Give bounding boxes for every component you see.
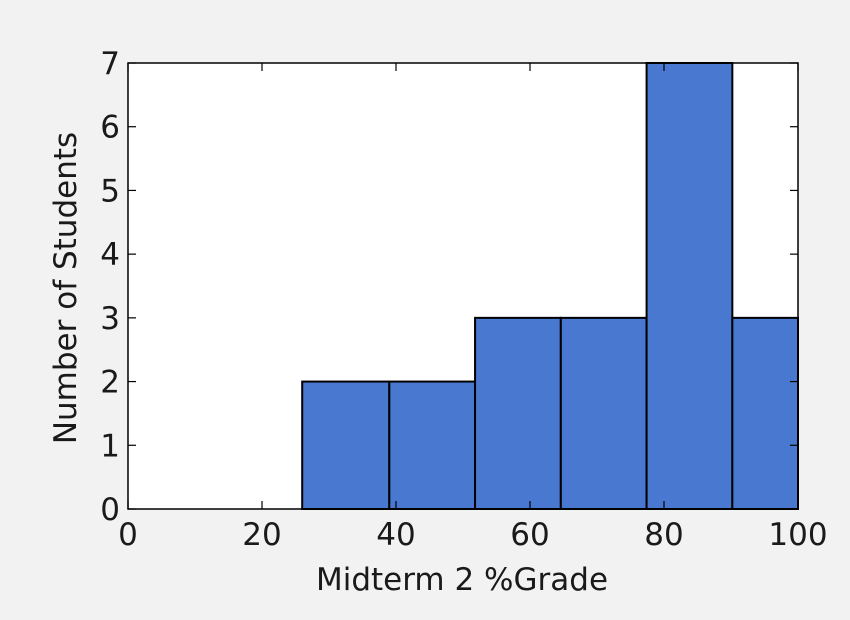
y-tick-label-5: 5 (100, 173, 120, 209)
y-tick-label-3: 3 (100, 301, 120, 337)
y-tick-label-1: 1 (100, 428, 120, 464)
x-tick-label-2: 40 (376, 517, 415, 553)
histogram-bar-3 (559, 316, 648, 510)
histogram-bar-0 (301, 380, 391, 511)
y-tick-label-4: 4 (100, 237, 120, 273)
x-tick-label-4: 80 (644, 517, 683, 553)
x-axis-label: Midterm 2 %Grade (316, 562, 608, 598)
x-tick-labels: 0 20 40 60 80 100 (118, 517, 827, 553)
x-tick-label-1: 20 (242, 517, 281, 553)
histogram-bar-5 (731, 316, 800, 510)
x-tick-label-0: 0 (118, 517, 138, 553)
histogram-bar-2 (474, 316, 562, 510)
y-axis-label: Number of Students (48, 132, 84, 444)
y-tick-label-7: 7 (100, 46, 120, 82)
x-tick-label-3: 60 (510, 517, 549, 553)
y-tick-labels: 0 1 2 3 4 5 6 7 (100, 46, 120, 528)
bars-layer (301, 62, 800, 511)
x-tick-label-5: 100 (768, 517, 827, 553)
y-tick-label-2: 2 (100, 365, 120, 401)
histogram-bar-4 (645, 62, 734, 510)
plot-frame (127, 62, 799, 510)
histogram-bar-1 (388, 380, 477, 511)
y-tick-label-0: 0 (100, 492, 120, 528)
y-tick-label-6: 6 (100, 110, 120, 146)
